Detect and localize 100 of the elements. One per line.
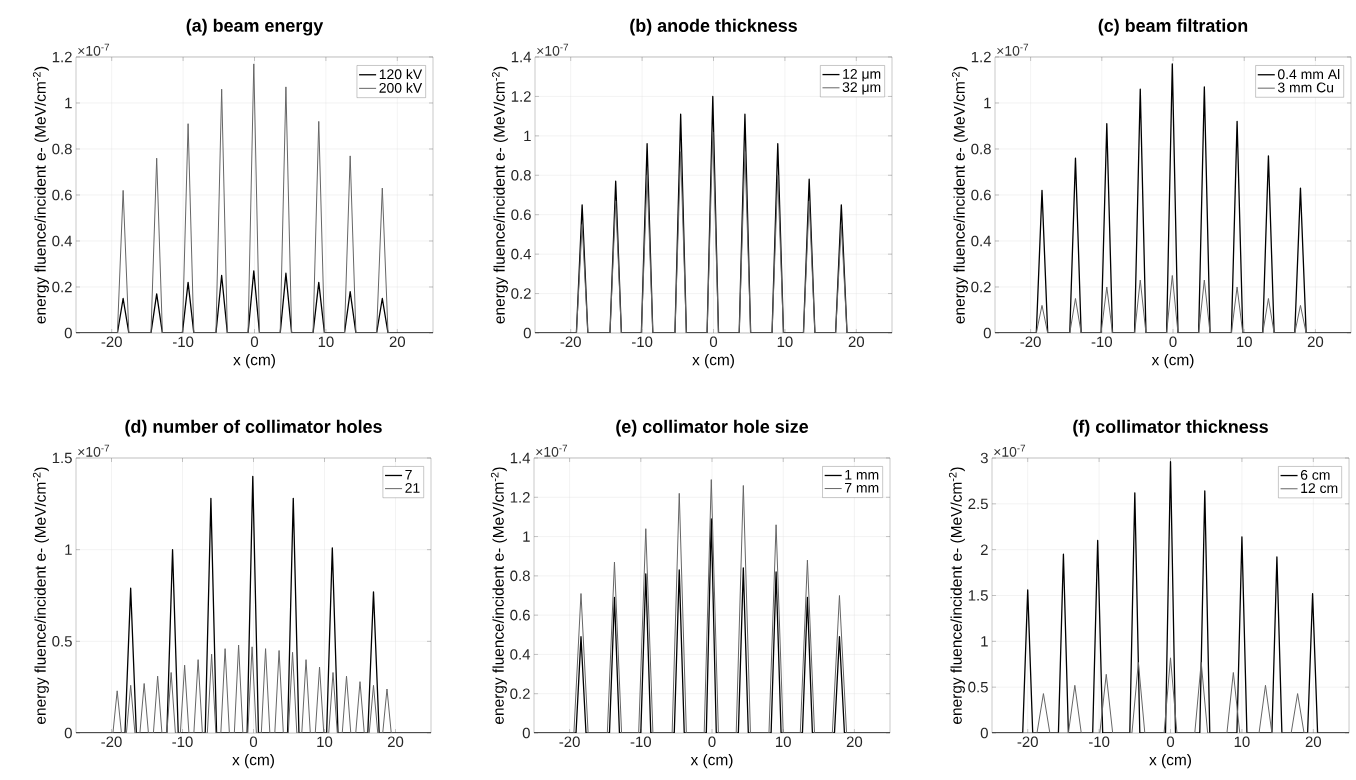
x-axis-title: x (cm) [690, 753, 733, 769]
chart-title: (d) number of collimator holes [125, 419, 382, 437]
x-tick-label: 10 [776, 736, 791, 748]
x-tick-label: 0 [1169, 336, 1177, 348]
chart-title: (b) anode thickness [630, 18, 797, 36]
chart-title: (c) beam filtration [1098, 18, 1248, 36]
x-tick-label: -10 [1088, 736, 1110, 748]
x-tick-label: 20 [846, 736, 863, 748]
y-tick-label: 1.2 [510, 492, 530, 503]
y-tick-label: 1.2 [971, 51, 991, 63]
y-tick-label: 0.8 [510, 570, 530, 582]
legend-label: 1 mm [845, 469, 879, 480]
y-tick-label: 1.4 [511, 51, 532, 63]
chart-title: (f) collimator thickness [1073, 419, 1268, 437]
y-tick-label: 1 [523, 531, 530, 542]
x-tick-label: 0 [709, 336, 718, 348]
legend-label: 7 mm [845, 483, 879, 493]
y-tick-label: 0.2 [510, 688, 530, 699]
text: ×10$^{-7}$ [997, 43, 1029, 56]
y-tick-label: 1.2 [52, 51, 72, 63]
text: ×10$^{-7}$ [78, 444, 110, 457]
line-series [995, 275, 1352, 333]
x-tick-label: 20 [389, 336, 406, 348]
y-tick-label: 1 [65, 97, 72, 109]
line-series [992, 657, 1350, 733]
y-tick-label: 0.6 [510, 609, 530, 621]
line-series [535, 131, 893, 333]
y-tick-label: 0.5 [968, 681, 988, 693]
legend-label: 21 [405, 483, 420, 493]
y-axis-title: energy fluence/incident e- (MeV/cm$^{-2}$) [491, 66, 508, 324]
x-tick-label: -10 [172, 336, 194, 348]
x-tick-label: 10 [318, 336, 334, 348]
legend-label: 7 [405, 469, 412, 480]
x-tick-label: -20 [560, 336, 581, 348]
y-axis-title: energy fluence/incident e- (MeV/cm$^{-2}$) [32, 66, 49, 324]
y-tick-label: 0 [64, 727, 72, 739]
y-tick-label: 1.4 [510, 452, 531, 464]
line-series [534, 479, 891, 733]
y-tick-label: 0.2 [511, 288, 531, 299]
x-tick-label: -10 [630, 736, 652, 748]
y-tick-label: 1.5 [968, 590, 988, 601]
y-tick-label: 1 [65, 544, 72, 555]
y-tick-label: 0.8 [52, 143, 72, 155]
x-tick-label: -20 [101, 736, 122, 748]
x-tick-label: 20 [848, 336, 865, 348]
y-tick-label: 0 [522, 727, 530, 739]
x-tick-label: 20 [1305, 736, 1322, 748]
y-tick-label: 0 [523, 327, 531, 339]
y-tick-label: 1 [524, 130, 531, 141]
y-tick-label: 1 [981, 636, 988, 647]
y-tick-label: 2.5 [968, 498, 988, 510]
x-tick-label: 10 [317, 736, 333, 748]
legend-label: 32 μm [842, 82, 881, 95]
x-axis-title: x (cm) [1149, 753, 1191, 769]
y-tick-label: 0.4 [52, 235, 73, 247]
y-tick-label: 0.6 [511, 209, 531, 220]
x-tick-label: 20 [387, 736, 404, 748]
y-tick-label: 0.4 [510, 649, 531, 660]
line-series [76, 644, 431, 733]
y-axis-title: energy fluence/incident e- (MeV/cm$^{-2}$) [948, 467, 965, 724]
x-axis-title: x (cm) [1151, 353, 1194, 369]
y-tick-label: 2 [980, 544, 988, 555]
x-tick-label: -20 [559, 736, 580, 748]
x-tick-label: 0 [708, 736, 716, 748]
y-tick-label: 0.5 [52, 636, 72, 647]
legend-label: 120 kV [379, 68, 423, 80]
text: ×10$^{-7}$ [537, 43, 569, 56]
chart-title: (e) collimator hole size [616, 419, 809, 437]
x-tick-label: 0 [1166, 736, 1175, 748]
legend-label: 3 mm Cu [1277, 82, 1334, 93]
text: ×10$^{-7}$ [78, 43, 110, 56]
y-tick-label: 1.2 [511, 91, 531, 102]
x-tick-label: -10 [172, 736, 193, 748]
y-tick-label: 0.4 [511, 248, 532, 260]
y-tick-label: 0.4 [971, 235, 992, 247]
y-tick-label: 0 [64, 327, 72, 339]
y-tick-label: 0.8 [511, 169, 531, 181]
x-tick-label: 10 [1234, 736, 1250, 748]
legend-label: 200 kV [379, 82, 423, 93]
legend-label: 0.4 mm Al [1277, 68, 1340, 80]
legend-label: 12 μm [843, 68, 881, 82]
text: ×10$^{-7}$ [994, 444, 1026, 457]
y-tick-label: 3 [980, 452, 988, 464]
y-tick-label: 0.2 [52, 281, 72, 293]
x-tick-label: 0 [250, 336, 259, 348]
x-tick-label: -20 [101, 336, 122, 348]
text: ×10$^{-7}$ [536, 444, 568, 457]
y-tick-label: 0 [983, 327, 991, 339]
x-tick-label: 0 [249, 736, 258, 748]
x-axis-title: x (cm) [692, 353, 734, 369]
y-tick-label: 0.8 [971, 143, 991, 155]
y-axis-title: energy fluence/incident e- (MeV/cm$^{-2}$) [32, 467, 49, 724]
x-axis-title: x (cm) [233, 353, 275, 369]
x-axis-title: x (cm) [232, 753, 274, 769]
y-tick-label: 0 [980, 727, 988, 739]
y-tick-label: 0.6 [52, 189, 72, 201]
x-tick-label: 10 [1237, 336, 1252, 348]
x-tick-label: 20 [1307, 336, 1324, 348]
y-axis-title: energy fluence/incident e- (MeV/cm$^{-2}$) [951, 66, 968, 324]
x-tick-label: -10 [1091, 336, 1113, 348]
